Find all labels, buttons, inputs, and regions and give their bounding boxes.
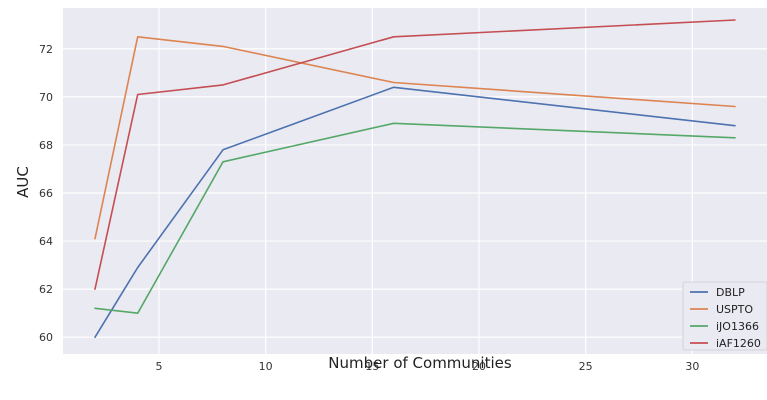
series-line-uspto — [94, 35, 736, 240]
legend-items: DBLP USPTO iJO1366 iAF1260 — [690, 286, 761, 350]
x-tick-label: 5 — [156, 360, 163, 373]
plot-area — [63, 8, 767, 354]
tick-labels: 5 10 15 20 25 30 60 62 64 66 68 70 72 — [39, 43, 699, 373]
legend-label: USPTO — [716, 303, 753, 316]
legend: DBLP USPTO iJO1366 iAF1260 — [682, 281, 767, 351]
grid — [63, 8, 767, 354]
legend-label: iAF1260 — [716, 337, 761, 350]
y-tick-label: 68 — [39, 139, 53, 152]
x-tick-label: 15 — [365, 360, 379, 373]
y-tick-label: 60 — [39, 331, 53, 344]
x-tick-label: 10 — [259, 360, 273, 373]
x-tick-label: 25 — [579, 360, 593, 373]
y-axis-label: AUC — [14, 166, 32, 198]
y-tick-label: 66 — [39, 187, 53, 200]
x-tick-label: 30 — [685, 360, 699, 373]
y-tick-label: 62 — [39, 283, 53, 296]
legend-label: DBLP — [716, 286, 745, 299]
y-tick-label: 70 — [39, 91, 53, 104]
series-line-dblp — [94, 86, 736, 339]
legend-box — [682, 281, 767, 351]
legend-label: iJO1366 — [716, 320, 759, 333]
series-line-ijo1366 — [94, 122, 736, 315]
y-tick-label: 64 — [39, 235, 53, 248]
x-tick-label: 20 — [472, 360, 486, 373]
series-lines — [94, 19, 736, 339]
y-tick-label: 72 — [39, 43, 53, 56]
series-line-iaf1260 — [94, 19, 736, 290]
x-axis-label: Number of Communities — [328, 354, 512, 372]
